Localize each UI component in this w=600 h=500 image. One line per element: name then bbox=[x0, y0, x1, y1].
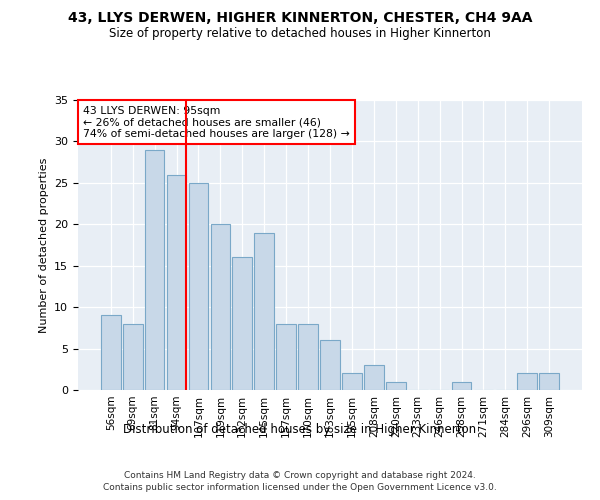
Bar bbox=[167, 174, 187, 390]
Bar bbox=[539, 374, 559, 390]
Bar bbox=[364, 365, 384, 390]
Bar bbox=[254, 232, 274, 390]
Y-axis label: Number of detached properties: Number of detached properties bbox=[38, 158, 49, 332]
Bar bbox=[145, 150, 164, 390]
Text: Distribution of detached houses by size in Higher Kinnerton: Distribution of detached houses by size … bbox=[124, 422, 476, 436]
Bar bbox=[452, 382, 472, 390]
Bar bbox=[298, 324, 318, 390]
Text: 43, LLYS DERWEN, HIGHER KINNERTON, CHESTER, CH4 9AA: 43, LLYS DERWEN, HIGHER KINNERTON, CHEST… bbox=[68, 12, 532, 26]
Bar bbox=[232, 258, 252, 390]
Bar bbox=[320, 340, 340, 390]
Bar bbox=[276, 324, 296, 390]
Text: Contains public sector information licensed under the Open Government Licence v3: Contains public sector information licen… bbox=[103, 483, 497, 492]
Bar bbox=[101, 316, 121, 390]
Text: Size of property relative to detached houses in Higher Kinnerton: Size of property relative to detached ho… bbox=[109, 28, 491, 40]
Bar bbox=[342, 374, 362, 390]
Text: Contains HM Land Registry data © Crown copyright and database right 2024.: Contains HM Land Registry data © Crown c… bbox=[124, 470, 476, 480]
Text: 43 LLYS DERWEN: 95sqm
← 26% of detached houses are smaller (46)
74% of semi-deta: 43 LLYS DERWEN: 95sqm ← 26% of detached … bbox=[83, 106, 350, 139]
Bar bbox=[188, 183, 208, 390]
Bar bbox=[123, 324, 143, 390]
Bar bbox=[386, 382, 406, 390]
Bar bbox=[211, 224, 230, 390]
Bar bbox=[517, 374, 537, 390]
